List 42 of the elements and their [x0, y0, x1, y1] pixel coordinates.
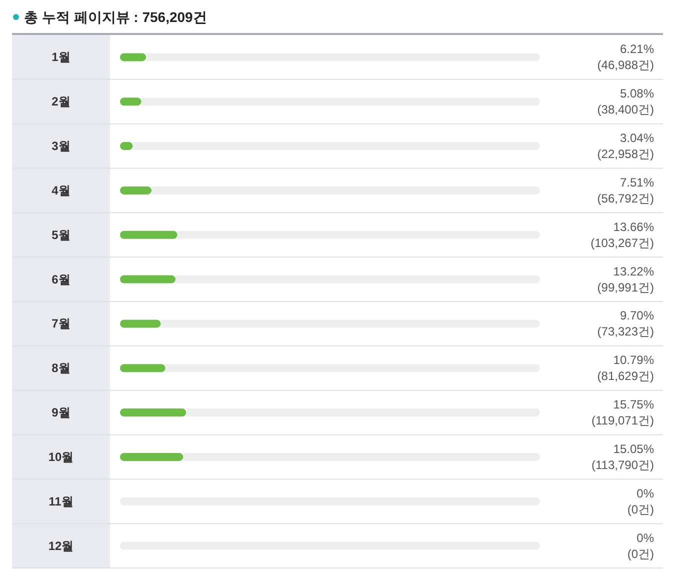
y-tick-label: 5월 — [52, 228, 70, 242]
y-tick-label: 2월 — [52, 94, 70, 109]
y-tick-label: 12월 — [48, 538, 74, 553]
bar — [177, 230, 540, 239]
data-label: 13.22% (99,991건) — [597, 264, 654, 294]
y-tick-label: 1월 — [52, 50, 70, 64]
y-tick-label: 11월 — [48, 494, 74, 508]
bar — [120, 320, 161, 328]
bar — [152, 186, 540, 194]
bar — [132, 142, 540, 150]
bar — [120, 186, 152, 194]
bar — [176, 275, 540, 284]
bar — [120, 408, 186, 417]
y-tick-label: 3월 — [52, 139, 70, 154]
data-label: 0% (0건) — [627, 530, 654, 561]
data-label: 15.75% (119,071건) — [592, 398, 654, 428]
y-tick-label: 6월 — [52, 272, 70, 286]
bar — [120, 275, 176, 284]
data-label: 13.66% (103,267건) — [590, 220, 654, 250]
y-tick-label: 9월 — [52, 406, 70, 420]
y-tick-label: 4월 — [52, 183, 70, 198]
data-label: 5.08% (38,400건) — [597, 86, 654, 117]
bar — [120, 230, 178, 239]
data-label: 15.05% (113,790건) — [592, 442, 654, 472]
bar — [120, 364, 166, 372]
y-tick-label: 8월 — [52, 361, 70, 376]
bar — [141, 98, 540, 106]
bar — [165, 364, 540, 372]
bar — [160, 320, 540, 328]
bar — [120, 452, 184, 461]
y-tick-label: 10월 — [48, 450, 74, 464]
data-label: 9.70% (73,323건) — [597, 308, 654, 339]
data-label: 0% (0건) — [627, 486, 654, 516]
chart-title: 총 누적 페이지뷰 : 756,209건 — [24, 9, 207, 25]
data-label: 7.51% (56,792건) — [597, 175, 654, 206]
y-tick-label: 7월 — [52, 316, 70, 331]
data-label: 6.21% (46,988건) — [597, 42, 654, 72]
data-label: 3.04% (22,958건) — [597, 131, 654, 162]
bar — [146, 53, 540, 62]
data-label: 10.79% (81,629건) — [597, 353, 654, 384]
bar — [183, 452, 540, 461]
bar — [186, 408, 540, 417]
